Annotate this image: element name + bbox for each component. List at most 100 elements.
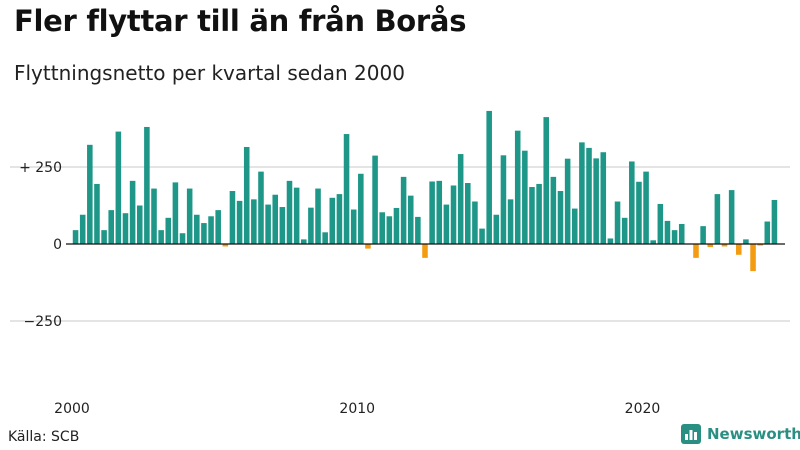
bar — [222, 244, 229, 247]
bar — [436, 180, 443, 244]
bar — [479, 228, 485, 244]
bar — [194, 214, 200, 244]
bar — [108, 210, 114, 244]
bar — [500, 155, 507, 244]
bar — [329, 197, 336, 244]
bar — [393, 207, 400, 244]
y-tick-label: + 250 — [19, 160, 62, 176]
bar — [279, 207, 286, 244]
bar — [600, 152, 607, 244]
bar — [144, 126, 150, 244]
bar — [186, 188, 193, 244]
bar — [743, 239, 749, 244]
bar — [771, 199, 778, 244]
bar — [251, 199, 257, 244]
bar — [286, 180, 293, 244]
bar — [693, 244, 699, 258]
bar — [614, 201, 621, 244]
bar — [229, 191, 236, 244]
bar — [358, 173, 364, 244]
source-note: Källa: SCB — [8, 429, 80, 445]
bar — [315, 188, 321, 244]
bar — [514, 130, 521, 244]
bar — [636, 181, 642, 244]
bar — [507, 199, 514, 244]
bar — [322, 232, 328, 244]
bar — [443, 204, 450, 244]
bar — [136, 205, 143, 244]
bar — [728, 190, 735, 244]
bar — [172, 182, 179, 244]
bar — [122, 213, 129, 244]
bar — [586, 147, 592, 244]
bar — [700, 226, 706, 244]
bar — [415, 216, 421, 244]
chart-subtitle: Flyttningsnetto per kvartal sedan 2000 — [14, 61, 405, 85]
bar — [129, 180, 136, 244]
bar — [664, 220, 671, 244]
bar — [293, 187, 300, 244]
bar — [94, 183, 100, 244]
bar — [536, 183, 542, 244]
bar — [621, 217, 628, 244]
bar — [158, 230, 164, 244]
bar — [707, 244, 714, 248]
bar — [386, 216, 393, 244]
bar — [115, 131, 122, 244]
chart-title: Fler flyttar till än från Borås — [14, 4, 467, 38]
bar — [486, 110, 492, 244]
x-tick-label: 2010 — [339, 401, 375, 417]
bar — [87, 144, 93, 244]
bar — [757, 244, 763, 246]
bar — [300, 239, 307, 244]
bar — [750, 244, 756, 272]
bar — [764, 221, 771, 244]
bar — [607, 238, 614, 244]
bar — [258, 171, 264, 244]
bar — [564, 158, 571, 244]
bar — [721, 244, 728, 247]
bar — [493, 214, 500, 244]
bar — [336, 194, 343, 244]
bar — [243, 146, 250, 244]
bar — [400, 176, 407, 244]
bar — [557, 191, 564, 244]
bar — [522, 150, 528, 244]
bar — [593, 158, 599, 244]
bar — [457, 154, 464, 244]
bar — [671, 230, 678, 244]
bar — [272, 194, 279, 244]
bar — [422, 244, 428, 258]
newsworthy-logo-icon — [681, 424, 701, 444]
bar — [265, 204, 271, 244]
bar — [72, 230, 79, 244]
bar — [201, 223, 207, 244]
bar — [79, 214, 86, 244]
bar — [579, 142, 585, 244]
bar — [736, 244, 742, 255]
bar — [571, 208, 578, 244]
bar — [365, 244, 371, 249]
bar — [236, 200, 243, 244]
bar — [372, 155, 378, 244]
bar — [465, 183, 471, 244]
bar — [350, 209, 357, 244]
brand-logo[interactable]: Newsworthy — [681, 424, 800, 444]
brand-name: Newsworthy — [707, 425, 800, 443]
bar — [179, 233, 186, 244]
bar — [407, 195, 414, 244]
bar — [429, 181, 435, 244]
bar — [308, 207, 314, 244]
bar — [657, 203, 664, 244]
bar — [529, 187, 535, 244]
bar — [151, 188, 157, 244]
bar — [165, 217, 172, 244]
bar — [714, 194, 721, 244]
x-tick-label: 2020 — [625, 401, 661, 417]
x-tick-label: 2000 — [54, 401, 90, 417]
bar — [543, 117, 550, 244]
bar — [379, 212, 385, 244]
y-tick-label: 0 — [53, 237, 62, 253]
bar — [208, 216, 214, 244]
